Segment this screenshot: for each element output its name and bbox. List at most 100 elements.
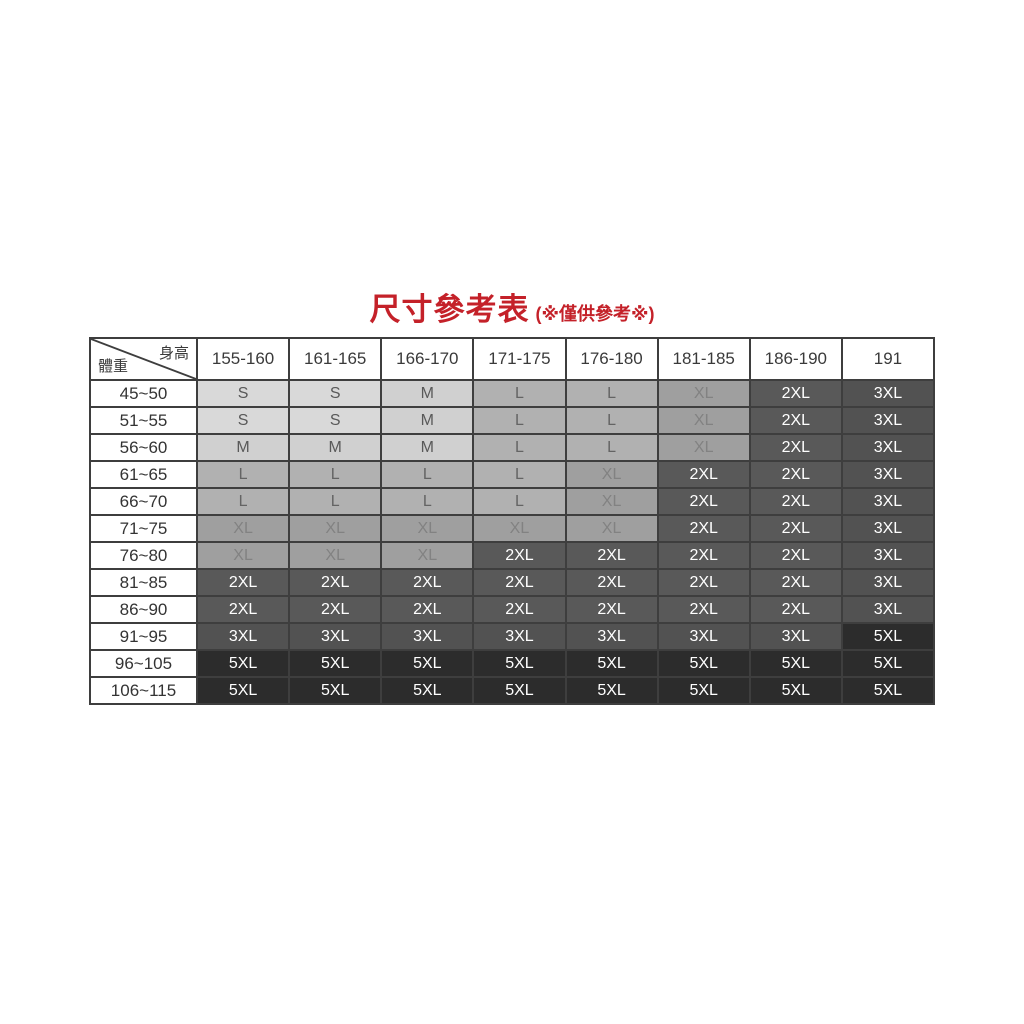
size-chart-title: 尺寸參考表 [369, 292, 530, 327]
size-cell-xl: XL [195, 514, 291, 543]
size-cell-m: M [380, 433, 475, 462]
size-cell-2xl: 2XL [656, 514, 751, 543]
size-cell-5xl: 5XL [472, 649, 567, 678]
size-cell-s: S [288, 406, 383, 435]
size-cell-l: L [195, 460, 291, 489]
weight-row-header: 56~60 [89, 433, 198, 462]
size-cell-2xl: 2XL [656, 568, 751, 597]
table-row: 91~95 3XL 3XL 3XL 3XL 3XL 3XL 3XL 5XL [89, 622, 936, 651]
size-cell-5xl: 5XL [195, 649, 291, 678]
size-cell-s: S [288, 379, 383, 408]
size-cell-2xl: 2XL [380, 568, 475, 597]
weight-row-header: 71~75 [89, 514, 198, 543]
table-row: 61~65 L L L L XL 2XL 2XL 3XL [89, 460, 936, 489]
size-cell-xl: XL [195, 541, 291, 570]
size-cell-2xl: 2XL [472, 541, 567, 570]
size-cell-m: M [380, 379, 475, 408]
size-cell-2xl: 2XL [564, 541, 659, 570]
size-cell-3xl: 3XL [195, 622, 291, 651]
size-cell-3xl: 3XL [840, 514, 936, 543]
size-cell-2xl: 2XL [288, 595, 383, 624]
size-cell-2xl: 2XL [748, 433, 843, 462]
size-cell-2xl: 2XL [288, 568, 383, 597]
table-row: 86~90 2XL 2XL 2XL 2XL 2XL 2XL 2XL 3XL [89, 595, 936, 624]
size-cell-2xl: 2XL [656, 541, 751, 570]
size-cell-5xl: 5XL [380, 676, 475, 705]
size-cell-3xl: 3XL [840, 595, 936, 624]
size-cell-2xl: 2XL [748, 406, 843, 435]
size-cell-xl: XL [288, 514, 383, 543]
size-cell-3xl: 3XL [840, 406, 936, 435]
height-column-header: 171-175 [472, 337, 567, 381]
corner-label-height: 身高 [158, 345, 189, 362]
size-cell-l: L [380, 487, 475, 516]
size-cell-xl: XL [380, 541, 475, 570]
size-cell-2xl: 2XL [564, 568, 659, 597]
size-cell-l: L [564, 433, 659, 462]
size-cell-2xl: 2XL [656, 595, 751, 624]
size-cell-5xl: 5XL [748, 676, 843, 705]
weight-row-header: 96~105 [89, 649, 198, 678]
size-cell-2xl: 2XL [656, 460, 751, 489]
weight-row-header: 76~80 [89, 541, 198, 570]
weight-row-header: 91~95 [89, 622, 198, 651]
weight-row-header: 86~90 [89, 595, 198, 624]
height-column-header: 161-165 [288, 337, 383, 381]
weight-row-header: 45~50 [89, 379, 198, 408]
size-cell-3xl: 3XL [840, 460, 936, 489]
size-cell-2xl: 2XL [748, 514, 843, 543]
size-cell-l: L [472, 379, 567, 408]
size-cell-s: S [195, 406, 291, 435]
height-column-header: 186-190 [748, 337, 843, 381]
size-cell-3xl: 3XL [288, 622, 383, 651]
weight-row-header: 51~55 [89, 406, 198, 435]
size-cell-5xl: 5XL [656, 649, 751, 678]
size-cell-3xl: 3XL [840, 541, 936, 570]
table-row: 66~70 L L L L XL 2XL 2XL 3XL [89, 487, 936, 516]
size-cell-5xl: 5XL [840, 622, 936, 651]
size-cell-m: M [380, 406, 475, 435]
size-cell-5xl: 5XL [288, 649, 383, 678]
size-chart-body: 45~50 S S M L L XL 2XL 3XL 51~55 S S M L L XL 2XL 3XL 56~6… [89, 379, 936, 705]
size-cell-5xl: 5XL [564, 676, 659, 705]
size-cell-2xl: 2XL [195, 595, 291, 624]
size-cell-xl: XL [564, 487, 659, 516]
table-row: 81~85 2XL 2XL 2XL 2XL 2XL 2XL 2XL 3XL [89, 568, 936, 597]
size-cell-2xl: 2XL [748, 460, 843, 489]
size-cell-3xl: 3XL [472, 622, 567, 651]
table-row: 106~115 5XL 5XL 5XL 5XL 5XL 5XL 5XL 5XL [89, 676, 936, 705]
size-cell-2xl: 2XL [195, 568, 291, 597]
diagonal-divider-line [92, 340, 195, 378]
size-cell-2xl: 2XL [564, 595, 659, 624]
size-cell-2xl: 2XL [472, 595, 567, 624]
size-cell-2xl: 2XL [748, 595, 843, 624]
corner-cell: 身高 體重 [89, 337, 198, 381]
size-cell-3xl: 3XL [840, 487, 936, 516]
size-cell-l: L [472, 460, 567, 489]
size-cell-xl: XL [656, 379, 751, 408]
size-cell-5xl: 5XL [564, 649, 659, 678]
size-cell-xl: XL [564, 514, 659, 543]
size-cell-5xl: 5XL [840, 649, 936, 678]
size-cell-2xl: 2XL [748, 379, 843, 408]
size-cell-xl: XL [380, 514, 475, 543]
size-cell-3xl: 3XL [656, 622, 751, 651]
size-cell-2xl: 2XL [656, 487, 751, 516]
height-column-header: 155-160 [195, 337, 291, 381]
size-cell-l: L [564, 406, 659, 435]
size-cell-xl: XL [288, 541, 383, 570]
size-cell-m: M [195, 433, 291, 462]
size-cell-l: L [472, 433, 567, 462]
weight-row-header: 106~115 [89, 676, 198, 705]
size-cell-3xl: 3XL [380, 622, 475, 651]
height-column-header: 191 [840, 337, 936, 381]
corner-label-weight: 體重 [98, 358, 129, 375]
size-cell-3xl: 3XL [564, 622, 659, 651]
size-cell-2xl: 2XL [748, 541, 843, 570]
table-row: 71~75 XL XL XL XL XL 2XL 2XL 3XL [89, 514, 936, 543]
size-cell-3xl: 3XL [840, 379, 936, 408]
size-cell-3xl: 3XL [840, 433, 936, 462]
size-cell-xl: XL [564, 460, 659, 489]
size-cell-s: S [195, 379, 291, 408]
